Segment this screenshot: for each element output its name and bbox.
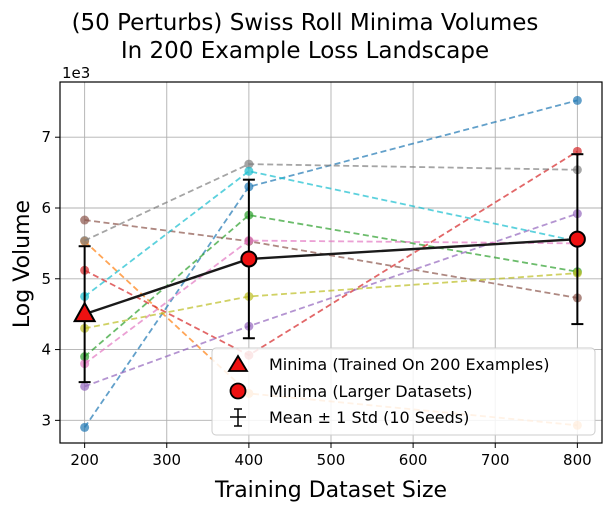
series-line-seed-10 — [84, 170, 578, 298]
y-tick-label: 3 — [41, 411, 51, 429]
legend: Minima (Trained On 200 Examples) Minima … — [211, 347, 596, 436]
x-tick-label: 800 — [563, 451, 592, 469]
y-axis-label: Log Volume — [10, 200, 35, 328]
series-line-seed-3 — [84, 214, 578, 358]
series-point-seed-8 — [244, 159, 254, 169]
trained-minimum-marker — [72, 301, 97, 323]
legend-triangle-marker — [227, 354, 249, 372]
y-scale-label: 1e3 — [62, 64, 90, 82]
legend-circle-marker — [229, 382, 247, 400]
series-point-seed-10 — [244, 166, 254, 176]
y-tick-label: 4 — [41, 341, 51, 359]
chart-title-line-2: In 200 Example Loss Landscape — [121, 38, 489, 64]
series-point-seed-1 — [80, 422, 90, 432]
y-tick-label: 6 — [41, 199, 51, 217]
larger-minimum-marker — [568, 230, 586, 248]
series-point-seed-8 — [80, 236, 90, 246]
x-tick-label: 200 — [70, 451, 99, 469]
legend-box — [211, 347, 596, 436]
x-axis-label: Training Dataset Size — [214, 478, 447, 503]
mean-layer — [72, 153, 586, 384]
tick-layer: 200 300 400 500 600 700 800 3 4 5 6 7 — [41, 128, 591, 469]
chart-title-line-1: (50 Perturbs) Swiss Roll Minima Volumes — [72, 10, 539, 36]
series-point-seed-6 — [80, 215, 90, 225]
x-tick-label: 500 — [317, 451, 346, 469]
series-line-seed-1 — [83, 99, 578, 428]
x-tick-label: 700 — [481, 451, 510, 469]
y-tick-label: 5 — [41, 270, 51, 288]
larger-minimum-marker — [240, 250, 258, 268]
y-tick-label: 7 — [41, 128, 51, 146]
series-point-seed-5 — [80, 381, 90, 391]
legend-label-larger-minima: Minima (Larger Datasets) — [269, 382, 472, 401]
x-tick-label: 600 — [399, 451, 428, 469]
x-tick-label: 400 — [235, 451, 264, 469]
legend-label-trained-minima: Minima (Trained On 200 Examples) — [269, 355, 549, 374]
series-point-seed-1 — [572, 95, 582, 105]
legend-label-mean-std: Mean ± 1 Std (10 Seeds) — [269, 408, 469, 427]
x-tick-label: 300 — [152, 451, 181, 469]
